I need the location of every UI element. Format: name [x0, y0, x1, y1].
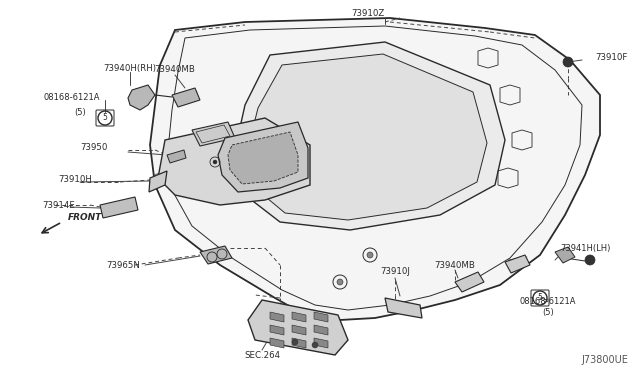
- Text: 73965N: 73965N: [106, 260, 140, 269]
- Text: 73910H: 73910H: [58, 176, 92, 185]
- Circle shape: [213, 160, 217, 164]
- Text: FRONT: FRONT: [68, 214, 102, 222]
- Circle shape: [585, 255, 595, 265]
- Polygon shape: [248, 54, 487, 220]
- Text: 73940MB: 73940MB: [155, 65, 195, 74]
- Polygon shape: [149, 171, 167, 192]
- Circle shape: [337, 279, 343, 285]
- Polygon shape: [292, 338, 306, 348]
- Polygon shape: [128, 85, 155, 110]
- Polygon shape: [505, 255, 530, 273]
- Polygon shape: [270, 325, 284, 335]
- Text: 73910J: 73910J: [380, 267, 410, 276]
- Text: 73941H(LH): 73941H(LH): [560, 244, 611, 253]
- Polygon shape: [167, 150, 186, 163]
- Text: 08168-6121A: 08168-6121A: [520, 298, 576, 307]
- Polygon shape: [314, 338, 328, 348]
- Polygon shape: [455, 272, 484, 292]
- Text: 5: 5: [538, 294, 543, 302]
- Polygon shape: [385, 298, 422, 318]
- Polygon shape: [172, 88, 200, 107]
- Circle shape: [312, 342, 318, 348]
- Text: 5: 5: [102, 113, 108, 122]
- Circle shape: [292, 339, 298, 345]
- Polygon shape: [248, 300, 348, 355]
- Text: 73950: 73950: [81, 144, 108, 153]
- Text: 73940MB: 73940MB: [435, 260, 476, 269]
- Polygon shape: [314, 312, 328, 322]
- Text: (5): (5): [542, 308, 554, 317]
- Polygon shape: [292, 325, 306, 335]
- Polygon shape: [292, 312, 306, 322]
- Polygon shape: [270, 312, 284, 322]
- Text: 73914E: 73914E: [42, 201, 75, 209]
- Text: SEC.264: SEC.264: [244, 350, 280, 359]
- Polygon shape: [192, 122, 235, 146]
- Polygon shape: [555, 247, 575, 263]
- Polygon shape: [150, 18, 600, 320]
- Polygon shape: [235, 42, 505, 230]
- Text: 08168-6121A: 08168-6121A: [44, 93, 100, 103]
- Polygon shape: [158, 118, 310, 205]
- Polygon shape: [314, 325, 328, 335]
- Text: 73910Z: 73910Z: [351, 10, 385, 19]
- Text: (5): (5): [74, 108, 86, 116]
- Text: J73800UE: J73800UE: [581, 355, 628, 365]
- Text: 73940H(RH): 73940H(RH): [104, 64, 157, 73]
- Polygon shape: [200, 246, 232, 264]
- Text: 73910F: 73910F: [595, 54, 627, 62]
- Polygon shape: [270, 338, 284, 348]
- Circle shape: [367, 252, 373, 258]
- Polygon shape: [228, 132, 298, 184]
- Polygon shape: [218, 122, 308, 192]
- Circle shape: [563, 57, 573, 67]
- Polygon shape: [100, 197, 138, 218]
